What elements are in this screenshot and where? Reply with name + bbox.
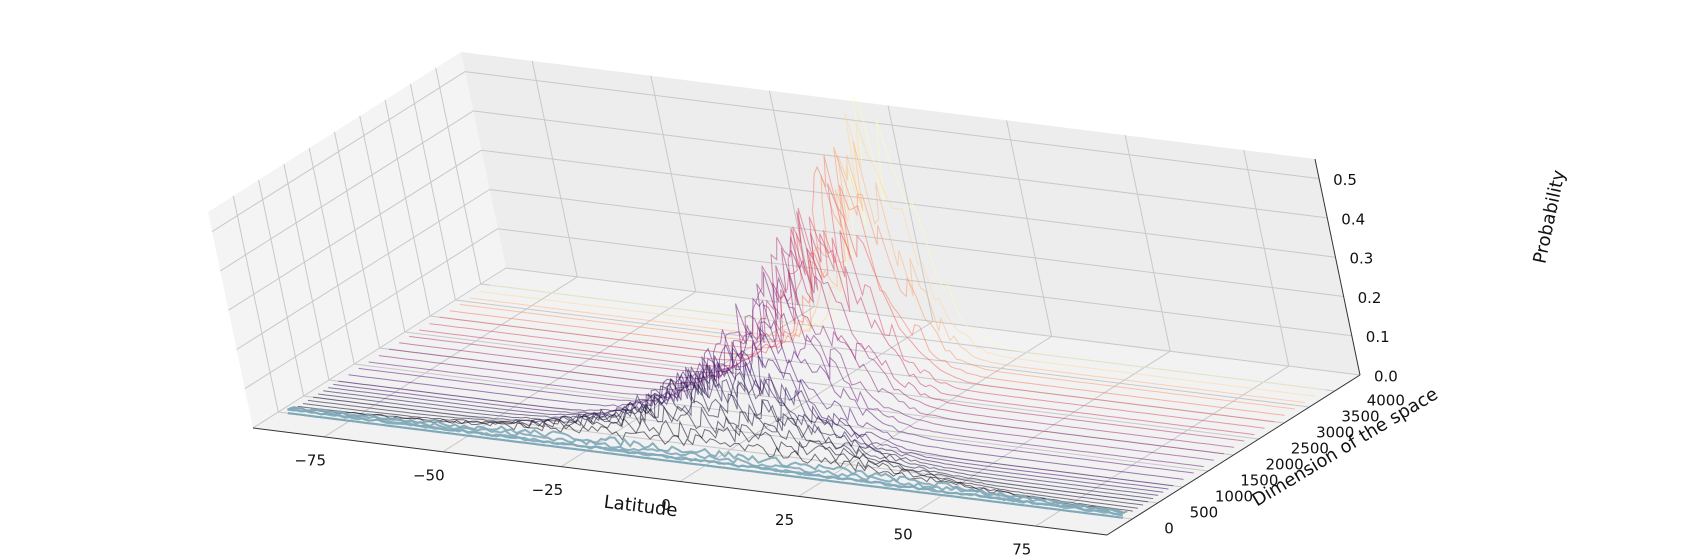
z-axis-label: Probability (1529, 168, 1569, 266)
y-tick-label: 2500 (1291, 440, 1329, 458)
grid-line-x-back (531, 60, 578, 278)
series-line (313, 384, 1149, 503)
series-line (429, 207, 1265, 429)
y-tick-label: 1500 (1240, 472, 1278, 490)
series-line (289, 406, 1125, 515)
y-tick-label: 2000 (1266, 456, 1304, 474)
series-line (287, 407, 1123, 515)
z-tick-label: 0.4 (1341, 210, 1365, 228)
grid-line-z-left (244, 228, 499, 390)
grid-line-y-left (308, 147, 355, 365)
x-tick-label: −50 (413, 466, 445, 484)
series-line (459, 146, 1295, 410)
series-line (348, 326, 1184, 480)
z-tick-label: 0.5 (1333, 171, 1357, 189)
series-line (419, 211, 1255, 436)
x-tick-label: 0 (661, 496, 671, 514)
grid-line-z-left (211, 71, 466, 233)
y-tick-label: 4000 (1367, 392, 1405, 410)
series-line (439, 183, 1275, 423)
grid-line-y-left (359, 115, 406, 333)
y-tick-label: 500 (1190, 504, 1219, 522)
y-tick-label: 0 (1164, 520, 1174, 538)
grid-line-z-left (220, 110, 474, 272)
grid-line-y-left (258, 179, 305, 397)
y-tick-label: 3000 (1316, 424, 1354, 442)
grid-line-x-back (1243, 149, 1290, 367)
grid-line-y-left (409, 83, 456, 301)
series-line (378, 271, 1214, 461)
x-axis-line (252, 427, 1108, 536)
series-line (302, 403, 1139, 509)
series-line (307, 399, 1144, 506)
grid-line-x-back (1006, 120, 1053, 337)
grid-line-y-floor (455, 299, 1310, 408)
grid-line-z-back (505, 267, 1361, 376)
series-line (318, 373, 1154, 500)
grid-line-x-back (887, 105, 934, 322)
x-tick-label: 75 (1012, 541, 1031, 558)
series-line (480, 113, 1316, 397)
grid-line-z-back (465, 71, 1320, 180)
series-line (287, 412, 1124, 519)
grid-line-z-left (228, 149, 482, 311)
z-tick-label: 0.2 (1358, 289, 1382, 307)
x-tick-label: −75 (294, 451, 326, 469)
grid-line-z-left (252, 267, 507, 429)
grid-line-y-left (384, 99, 431, 317)
tick-labels: −75 −50 −25 0 25 50 75 0 50010001500200025003000… (294, 171, 1405, 558)
grid-line-y-left (283, 163, 330, 381)
z-axis-line (1314, 158, 1361, 376)
z-tick-label: 0.3 (1350, 250, 1374, 268)
grid-line-y-left (334, 131, 380, 349)
grid-line-z-back (481, 149, 1336, 258)
series-line (399, 247, 1235, 448)
grid-line-z-left (236, 189, 490, 350)
grid-line-y-left (232, 195, 279, 413)
series-line (292, 406, 1128, 513)
x-tick-label: 25 (775, 511, 794, 529)
series-line (288, 407, 1124, 514)
series-line (469, 141, 1306, 404)
y-tick-label: 1000 (1215, 488, 1253, 506)
series-line (490, 95, 1326, 391)
grid-line-x-back (1124, 135, 1171, 352)
grid-line-z-back (497, 228, 1352, 337)
z-tick-label: 0.0 (1374, 368, 1398, 386)
x-tick-label: −25 (532, 481, 564, 499)
series-line (368, 297, 1204, 468)
series-line (333, 346, 1169, 490)
data-series (287, 95, 1326, 519)
grid-line-z-back (473, 110, 1328, 219)
x-tick-label: 50 (894, 526, 913, 544)
z-tick-label: 0.1 (1366, 328, 1390, 346)
series-line (449, 155, 1285, 416)
series-line (409, 236, 1245, 442)
grid-line-y-left (435, 67, 482, 285)
grid-line-z-back (489, 189, 1344, 297)
grid-line-x-back (650, 75, 697, 292)
y-tick-label: 3500 (1341, 408, 1379, 426)
y-axis-line (1106, 374, 1361, 536)
